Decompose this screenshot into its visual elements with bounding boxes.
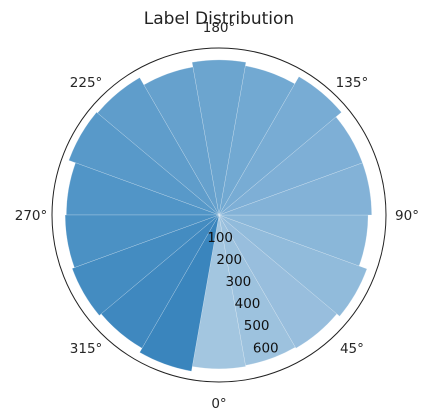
angle-label-0: 0° [211, 396, 226, 412]
angle-label-5: 225° [70, 75, 103, 91]
angle-label-1: 45° [340, 341, 364, 357]
radial-tick-label-1: 200 [216, 252, 242, 268]
radial-tick-label-0: 100 [207, 230, 233, 246]
bars-group [65, 60, 372, 371]
angle-label-7: 315° [70, 341, 103, 357]
angle-label-2: 90° [395, 208, 419, 224]
radial-tick-label-5: 600 [253, 340, 279, 356]
radial-tick-label-2: 300 [225, 274, 251, 290]
angle-label-4: 180° [203, 20, 236, 36]
radial-tick-label-3: 400 [235, 296, 261, 312]
radial-tick-label-4: 500 [244, 318, 270, 334]
angle-label-6: 270° [15, 208, 48, 224]
angle-label-3: 135° [336, 75, 369, 91]
